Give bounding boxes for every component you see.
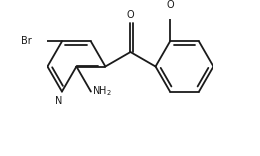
Text: O: O [166, 0, 174, 10]
Text: N: N [55, 96, 62, 106]
Text: NH$_2$: NH$_2$ [92, 85, 112, 98]
Text: O: O [127, 10, 134, 20]
Text: Br: Br [21, 36, 31, 46]
